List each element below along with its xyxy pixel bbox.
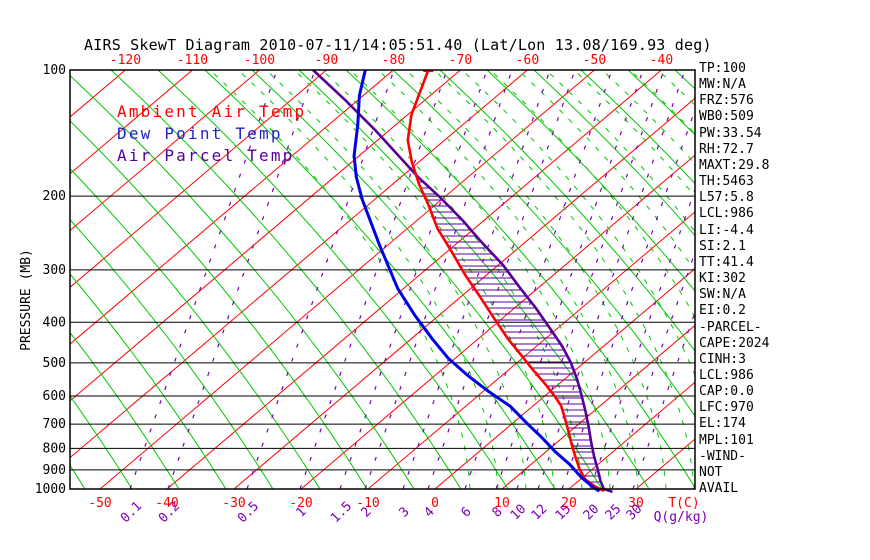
stat-line: EI:0.2: [699, 303, 746, 319]
stat-line: CAPE:2024: [699, 335, 770, 351]
pressure-tick-label: 700: [43, 417, 66, 432]
stat-line: KI:302: [699, 271, 746, 287]
stat-line: CINH:3: [699, 351, 746, 367]
stat-line: NOT: [699, 464, 723, 480]
stat-line: CAP:0.0: [699, 384, 754, 400]
stat-line: WB0:509: [699, 109, 754, 125]
tick-label: -120: [110, 53, 141, 68]
background-grid: [70, 70, 695, 489]
tick-label: -50: [88, 496, 111, 511]
tick-label: -110: [177, 53, 208, 68]
chart-title: AIRS SkewT Diagram 2010-07-11/14:05:51.4…: [84, 36, 712, 54]
tick-label: -20: [289, 496, 312, 511]
stat-line: RH:72.7: [699, 141, 754, 157]
ambient-air-temp-curve: [406, 69, 605, 493]
tick-label: -30: [222, 496, 245, 511]
stat-line: SI:2.1: [699, 238, 746, 254]
tick-label: -40: [650, 53, 673, 68]
tick-label: -70: [449, 53, 472, 68]
stat-line: TT:41.4: [699, 254, 754, 270]
mixing-unit-label: Q(g/kg): [654, 510, 709, 525]
tick-label: 10: [494, 496, 510, 511]
pressure-tick-label: 800: [43, 441, 66, 456]
stat-line: MAXT:29.8: [699, 157, 770, 173]
legend: Ambient Air Temp Dew Point Temp Air Parc…: [117, 101, 306, 167]
tick-label: -50: [583, 53, 606, 68]
mixing-ratio-tick-label: 20: [581, 502, 603, 524]
tick-label: 30: [628, 496, 644, 511]
stat-line: LCL:986: [699, 367, 754, 383]
stat-line: MPL:101: [699, 432, 754, 448]
mixing-ratio-tick-label: 25: [603, 502, 625, 524]
legend-air-parcel-temp: Air Parcel Temp: [117, 146, 295, 165]
pressure-tick-label: 400: [43, 315, 66, 330]
tick-label: -60: [516, 53, 539, 68]
stat-line: L57:5.8: [699, 190, 754, 206]
dew-point-temp-curve: [352, 69, 601, 493]
stat-line: TH:5463: [699, 174, 754, 190]
stat-line: MW:N/A: [699, 77, 746, 93]
stat-line: TP:100: [699, 61, 746, 76]
pressure-tick-label: 600: [43, 389, 66, 404]
pressure-tick-label: 1000: [35, 482, 66, 497]
stat-line: AVAIL: [699, 481, 739, 497]
stat-line: PW:33.54: [699, 125, 762, 141]
legend-ambient-air-temp: Ambient Air Temp: [117, 102, 307, 121]
tick-label: -100: [244, 53, 275, 68]
stat-line: -WIND-: [699, 448, 746, 464]
tick-label: 0: [431, 496, 439, 511]
pressure-axis-label: PRESSURE (MB): [19, 249, 34, 351]
pressure-tick-label: 900: [43, 463, 66, 478]
legend-dew-point-temp: Dew Point Temp: [117, 124, 283, 143]
stat-line: LI:-4.4: [699, 222, 754, 238]
stat-line: LCL:986: [699, 206, 754, 222]
mixing-ratio-tick-label: 1.5: [328, 499, 355, 526]
mixing-ratio-tick-label: 0.1: [118, 499, 145, 526]
pressure-tick-label: 500: [43, 356, 66, 371]
stat-line: LFC:970: [699, 400, 754, 416]
stat-line: -PARCEL-: [699, 319, 762, 335]
stat-line: SW:N/A: [699, 287, 746, 303]
stat-line: FRZ:576: [699, 93, 754, 109]
mixing-ratio-tick-label: 3: [396, 504, 412, 520]
tick-label: -90: [315, 53, 338, 68]
mixing-ratio-tick-label: 10: [508, 502, 530, 524]
pressure-tick-label: 300: [43, 263, 66, 278]
tick-label: 20: [561, 496, 577, 511]
temp-unit-label: T(C): [668, 496, 699, 511]
tick-label: -10: [356, 496, 379, 511]
pressure-tick-label: 100: [43, 63, 66, 78]
mixing-ratio-tick-label: 6: [458, 504, 474, 520]
stat-line: EL:174: [699, 416, 746, 432]
pressure-tick-label: 200: [43, 189, 66, 204]
tick-label: -80: [382, 53, 405, 68]
plot-frame: [69, 69, 696, 490]
cape-hatch-area: [419, 181, 601, 483]
mixing-ratio-tick-label: 12: [529, 502, 551, 524]
tick-label: -40: [155, 496, 178, 511]
stats-panel: TP:100 MW:N/A FRZ:576 WB0:509 PW:33.54 RH:72.…: [699, 61, 869, 497]
